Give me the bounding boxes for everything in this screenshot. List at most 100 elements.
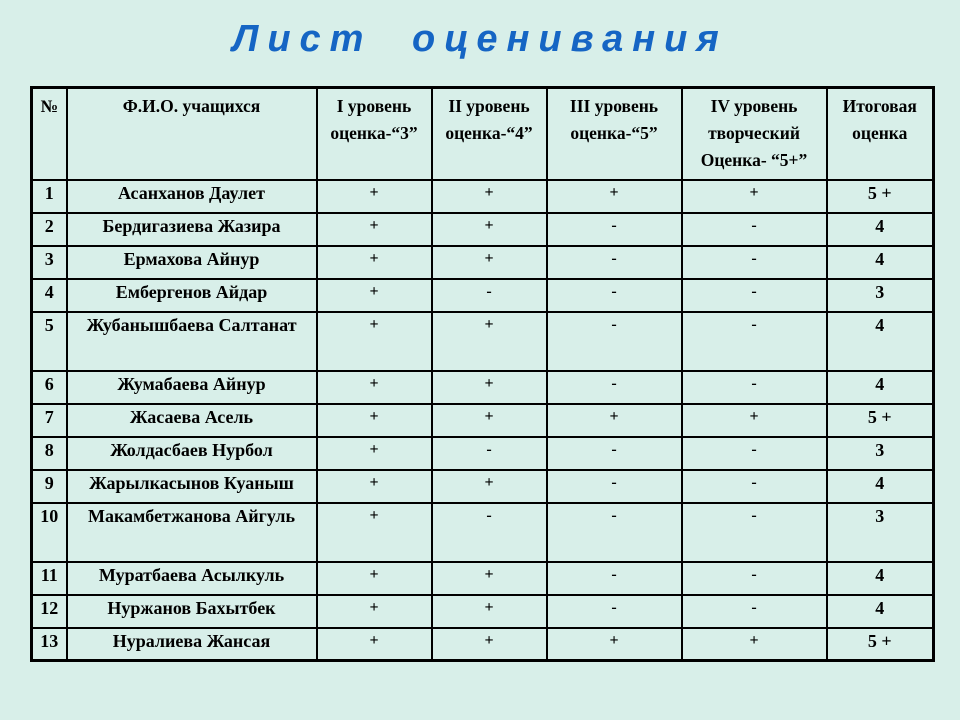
student-name: Жарылкасынов Куаныш (65, 468, 318, 504)
row-number: 11 (30, 560, 68, 596)
row-number: 1 (30, 178, 68, 214)
row-number: 6 (30, 369, 68, 405)
row-number: 4 (30, 277, 68, 313)
final-grade: 4 (825, 468, 935, 504)
student-name: Муратбаева Асылкуль (65, 560, 318, 596)
table-row: 11 Муратбаева Асылкуль + + - - 4 (30, 560, 935, 596)
level3-mark: - (545, 560, 683, 596)
level1-mark: + (315, 435, 433, 471)
table-row: 9 Жарылкасынов Куаныш + + - - 4 (30, 468, 935, 504)
level1-mark: + (315, 310, 433, 372)
level4-mark: - (680, 593, 828, 629)
header-row: № Ф.И.О. учащихся I уровень оценка-“3” I… (30, 86, 935, 181)
table-row: 6 Жумабаева Айнур + + - - 4 (30, 369, 935, 405)
level2-mark: + (430, 402, 548, 438)
level1-mark: + (315, 178, 433, 214)
student-name: Ембергенов Айдар (65, 277, 318, 313)
level3-mark: - (545, 310, 683, 372)
final-grade: 3 (825, 277, 935, 313)
row-number: 8 (30, 435, 68, 471)
level4-mark: - (680, 468, 828, 504)
level2-mark: + (430, 593, 548, 629)
student-name: Ермахова Айнур (65, 244, 318, 280)
level2-mark: + (430, 178, 548, 214)
level1-mark: + (315, 402, 433, 438)
table-row: 10 Макамбетжанова Айгуль + - - - 3 (30, 501, 935, 563)
level1-mark: + (315, 593, 433, 629)
level4-mark: - (680, 277, 828, 313)
final-grade: 4 (825, 244, 935, 280)
level4-mark: + (680, 178, 828, 214)
level2-mark: + (430, 560, 548, 596)
final-grade: 4 (825, 560, 935, 596)
evaluation-table: № Ф.И.О. учащихся I уровень оценка-“3” I… (30, 86, 935, 662)
level3-mark: - (545, 435, 683, 471)
level2-mark: + (430, 211, 548, 247)
level3-mark: + (545, 178, 683, 214)
level1-mark: + (315, 560, 433, 596)
level1-mark: + (315, 501, 433, 563)
final-grade: 5 + (825, 178, 935, 214)
table-row: 5 Жубанышбаева Салтанат + + - - 4 (30, 310, 935, 372)
table-row: 3 Ермахова Айнур + + - - 4 (30, 244, 935, 280)
level1-mark: + (315, 468, 433, 504)
student-name: Асанханов Даулет (65, 178, 318, 214)
level1-mark: + (315, 244, 433, 280)
level3-mark: - (545, 501, 683, 563)
row-number: 10 (30, 501, 68, 563)
column-header-level2: II уровень оценка-“4” (430, 86, 548, 181)
column-header-level3: III уровень оценка-“5” (545, 86, 683, 181)
level3-mark: - (545, 468, 683, 504)
row-number: 9 (30, 468, 68, 504)
level1-mark: + (315, 369, 433, 405)
row-number: 7 (30, 402, 68, 438)
level2-mark: + (430, 626, 548, 662)
final-grade: 3 (825, 501, 935, 563)
level2-mark: + (430, 369, 548, 405)
student-name: Жубанышбаева Салтанат (65, 310, 318, 372)
level2-mark: - (430, 435, 548, 471)
column-header-students: Ф.И.О. учащихся (65, 86, 318, 181)
level2-mark: - (430, 277, 548, 313)
row-number: 2 (30, 211, 68, 247)
level4-mark: - (680, 211, 828, 247)
level2-mark: + (430, 310, 548, 372)
final-grade: 4 (825, 593, 935, 629)
row-number: 12 (30, 593, 68, 629)
level4-mark: - (680, 310, 828, 372)
table-row: 12 Нуржанов Бахытбек + + - - 4 (30, 593, 935, 629)
row-number: 13 (30, 626, 68, 662)
level3-mark: - (545, 211, 683, 247)
table-row: 4 Ембергенов Айдар + - - - 3 (30, 277, 935, 313)
final-grade: 4 (825, 369, 935, 405)
table-row: 8 Жолдасбаев Нурбол + - - - 3 (30, 435, 935, 471)
level3-mark: - (545, 277, 683, 313)
level4-mark: + (680, 402, 828, 438)
table-row: 1 Асанханов Даулет + + + + 5 + (30, 178, 935, 214)
table-row: 13 Нуралиева Жансая + + + + 5 + (30, 626, 935, 662)
level3-mark: + (545, 626, 683, 662)
level4-mark: - (680, 501, 828, 563)
final-grade: 4 (825, 211, 935, 247)
level4-mark: - (680, 560, 828, 596)
level1-mark: + (315, 211, 433, 247)
level3-mark: - (545, 244, 683, 280)
table-header: № Ф.И.О. учащихся I уровень оценка-“3” I… (30, 86, 935, 181)
column-header-level4: IV уровень творческий Оценка- “5+” (680, 86, 828, 181)
student-name: Бердигазиева Жазира (65, 211, 318, 247)
student-name: Нуралиева Жансая (65, 626, 318, 662)
level1-mark: + (315, 626, 433, 662)
level1-mark: + (315, 277, 433, 313)
student-name: Жасаева Асель (65, 402, 318, 438)
column-header-number: № (30, 86, 68, 181)
table-row: 2 Бердигазиева Жазира + + - - 4 (30, 211, 935, 247)
column-header-level1: I уровень оценка-“3” (315, 86, 433, 181)
level3-mark: - (545, 369, 683, 405)
page-title: Лист оценивания (232, 18, 728, 60)
level4-mark: + (680, 626, 828, 662)
level2-mark: + (430, 468, 548, 504)
level3-mark: + (545, 402, 683, 438)
final-grade: 4 (825, 310, 935, 372)
level4-mark: - (680, 244, 828, 280)
